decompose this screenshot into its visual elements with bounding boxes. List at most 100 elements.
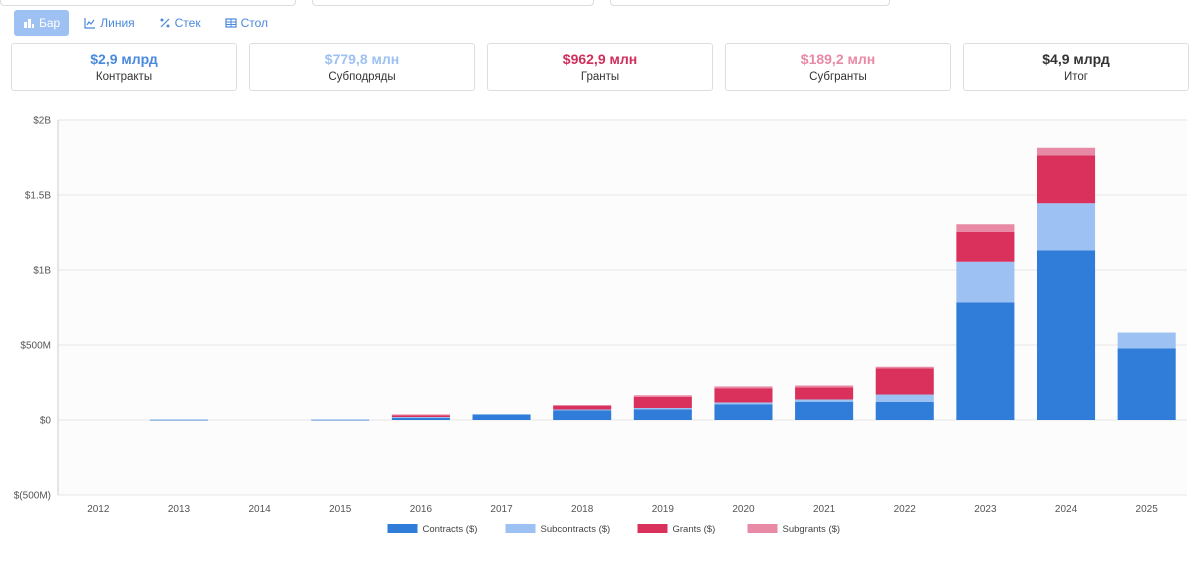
stack-icon [160,18,170,28]
card-subcontracts: $779,8 млн Субподряды [249,43,475,91]
bar-2013-contracts [149,419,208,421]
legend-label: Contracts ($) [423,524,478,535]
card-contracts: $2,9 млрд Контракты [11,43,237,91]
card-total-label: Итог [1064,71,1088,83]
x-tick-label: 2024 [1055,504,1078,515]
bar-2016-contracts [391,417,450,420]
card-total: $4,9 млрд Итог [963,43,1189,91]
bar-2018-grants [553,405,612,410]
bar-2018-subgrants [553,405,612,406]
bar-2016-subcontracts [391,417,450,418]
x-tick-label: 2025 [1136,504,1159,515]
y-tick-label: $0 [40,416,52,427]
plot-area [58,120,1187,495]
bar-2015-contracts [311,419,370,421]
card-subgrants-label: Субгранты [809,71,867,83]
x-tick-label: 2022 [894,504,917,515]
bar-2022-grants [875,368,934,395]
bar-2023-contracts [956,302,1015,420]
bar-2025-subcontracts [1117,332,1176,349]
y-tick-label: $1B [33,266,51,277]
bar-2025-contracts [1117,348,1176,420]
bar-2020-subcontracts [714,402,773,405]
tab-table[interactable]: Стол [216,10,277,36]
y-tick-label: $(500M) [14,491,51,502]
tab-stack[interactable]: Стек [150,10,210,36]
x-tick-label: 2017 [490,504,513,515]
bar-2024-subcontracts [1037,203,1096,251]
x-tick-label: 2021 [813,504,836,515]
stacked-bar-chart: $2B $1.5B $1B $500M $0 $(500M) 2012 2013 2014 201… [14,116,1187,535]
bar-2023-subgrants [956,224,1015,232]
x-tick-label: 2013 [168,504,191,515]
tab-line[interactable]: Линия [75,10,143,36]
tab-bar-label: Бар [39,16,61,30]
chart-type-tabs: Бар Линия Стек Стол [14,10,277,36]
top-filter-bar [0,0,1200,6]
table-icon [224,18,237,28]
bar-2023-grants [956,231,1015,262]
bar-2020-subgrants [714,386,773,389]
bar-chart-icon [24,19,34,28]
bar-2021-grants [795,387,854,400]
card-total-value: $4,9 млрд [1042,51,1110,67]
legend-swatch [387,524,418,533]
bar-2022-subgrants [875,366,934,369]
y-tick-label: $1.5B [25,191,51,202]
tab-table-label: Стол [240,16,269,30]
tab-line-label: Линия [100,16,135,30]
card-contracts-label: Контракты [95,71,153,83]
legend-swatch [505,524,536,533]
bar-2018-subcontracts [553,409,612,411]
card-subgrants-value: $189,2 млн [800,51,876,67]
x-tick-label: 2018 [571,504,594,515]
x-tick-label: 2020 [732,504,755,515]
bar-2022-contracts [875,402,934,420]
legend-swatch [637,524,668,533]
bar-2019-grants [633,396,692,408]
tab-stack-label: Стек [174,16,201,30]
card-grants: $962,9 млн Гранты [487,43,713,91]
legend-label: Grants ($) [673,524,716,535]
card-subgrants: $189,2 млн Субгранты [725,43,951,91]
x-tick-label: 2015 [329,504,352,515]
filter-input-2[interactable] [312,0,594,6]
bar-2024-subgrants [1037,147,1096,156]
legend-swatch [747,524,778,533]
y-tick-label: $500M [20,341,51,352]
card-contracts-value: $2,9 млрд [90,51,158,67]
bar-2016-grants [391,415,450,417]
x-tick-label: 2019 [652,504,675,515]
card-subcontracts-label: Субподряды [328,71,396,83]
filter-input-3[interactable] [610,0,890,6]
bar-2018-contracts [553,410,612,420]
bar-2024-contracts [1037,250,1096,420]
tab-bar[interactable]: Бар [14,10,70,36]
bar-2016-subgrants [391,414,450,416]
card-grants-label: Гранты [580,71,620,83]
bar-2019-contracts [633,409,692,420]
summary-cards: $2,9 млрд Контракты $779,8 млн Субподряд… [11,43,1189,91]
x-tick-label: 2014 [248,504,271,515]
bar-2017-contracts [472,414,531,420]
filter-input-1[interactable] [0,0,296,6]
x-tick-label: 2012 [87,504,110,515]
bar-2019-subcontracts [633,408,692,410]
bar-2020-contracts [714,404,773,420]
bar-2020-grants [714,388,773,403]
card-grants-value: $962,9 млн [562,51,638,67]
bar-2021-subcontracts [795,399,854,402]
legend-label: Subgrants ($) [783,524,841,535]
bar-2023-subcontracts [956,261,1015,303]
bar-2022-subcontracts [875,394,934,402]
card-subcontracts-value: $779,8 млн [324,51,400,67]
line-chart-icon [84,18,96,29]
x-tick-label: 2016 [410,504,433,515]
y-tick-label: $2B [33,116,51,127]
legend-label: Subcontracts ($) [541,524,611,535]
bar-2019-subgrants [633,395,692,397]
x-tick-label: 2023 [974,504,997,515]
chart-container: $2B $1.5B $1B $500M $0 $(500M) 2012 2013 2014 201… [0,106,1200,579]
bar-2021-subgrants [795,385,854,388]
bar-2024-grants [1037,155,1096,204]
